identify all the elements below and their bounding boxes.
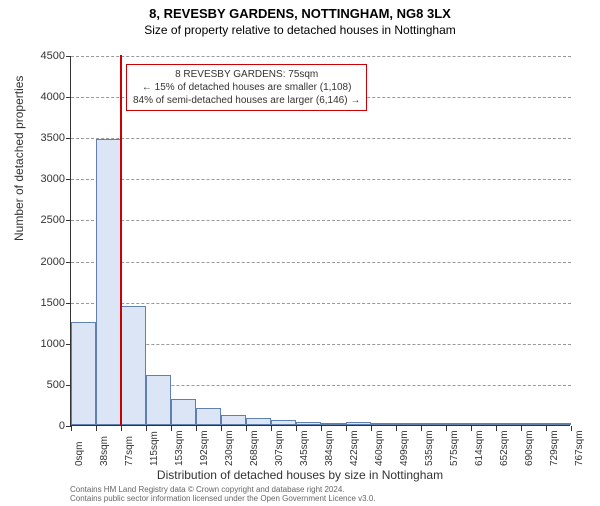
- histogram-bar: [96, 139, 121, 425]
- footer: Contains HM Land Registry data © Crown c…: [70, 486, 376, 504]
- y-tick: [66, 303, 71, 304]
- page-subtitle: Size of property relative to detached ho…: [0, 23, 600, 37]
- histogram-bar: [171, 399, 196, 425]
- y-tick-label: 4500: [25, 50, 65, 62]
- x-tick-label: 535sqm: [424, 430, 435, 466]
- histogram-bar: [346, 422, 371, 425]
- y-axis-label: Number of detached properties: [12, 76, 26, 241]
- x-tick-label: 230sqm: [224, 430, 235, 466]
- x-axis-label: Distribution of detached houses by size …: [0, 468, 600, 482]
- x-tick: [71, 426, 72, 431]
- x-tick: [146, 426, 147, 431]
- x-tick-label: 268sqm: [249, 430, 260, 466]
- histogram-bar: [446, 423, 471, 425]
- histogram-bar: [296, 422, 321, 425]
- y-tick: [66, 262, 71, 263]
- x-tick-label: 115sqm: [149, 431, 160, 466]
- chart: 0500100015002000250030003500400045000sqm…: [70, 56, 570, 426]
- x-tick-label: 307sqm: [274, 430, 285, 466]
- y-tick: [66, 220, 71, 221]
- histogram-bar: [221, 415, 246, 425]
- x-tick-label: 384sqm: [324, 430, 335, 466]
- x-tick: [121, 426, 122, 431]
- annotation-line2: ← 15% of detached houses are smaller (1,…: [133, 81, 360, 94]
- x-tick: [346, 426, 347, 431]
- x-tick-label: 38sqm: [99, 436, 110, 466]
- x-tick-label: 575sqm: [449, 430, 460, 466]
- y-tick-label: 2500: [25, 214, 65, 226]
- x-tick: [371, 426, 372, 431]
- histogram-bar: [396, 423, 421, 425]
- x-tick-label: 77sqm: [124, 436, 135, 466]
- histogram-bar: [421, 423, 446, 425]
- x-tick-label: 767sqm: [574, 430, 585, 466]
- x-tick: [221, 426, 222, 431]
- x-tick: [96, 426, 97, 431]
- gridline: [71, 179, 571, 180]
- gridline: [71, 262, 571, 263]
- x-tick: [546, 426, 547, 431]
- x-tick-label: 0sqm: [74, 442, 85, 466]
- x-tick: [421, 426, 422, 431]
- histogram-bar: [71, 322, 96, 425]
- x-tick: [446, 426, 447, 431]
- y-tick-label: 500: [25, 379, 65, 391]
- histogram-bar: [246, 418, 271, 425]
- x-tick-label: 153sqm: [174, 430, 185, 466]
- plot-area: 0500100015002000250030003500400045000sqm…: [70, 56, 570, 426]
- x-tick-label: 652sqm: [499, 430, 510, 466]
- x-tick: [496, 426, 497, 431]
- x-tick-label: 192sqm: [199, 430, 210, 466]
- x-tick-label: 422sqm: [349, 430, 360, 466]
- x-tick: [271, 426, 272, 431]
- gridline: [71, 138, 571, 139]
- property-marker-line: [120, 55, 122, 425]
- x-tick-label: 729sqm: [549, 430, 560, 466]
- histogram-bar: [121, 306, 146, 425]
- y-tick-label: 2000: [25, 256, 65, 268]
- histogram-bar: [471, 423, 496, 425]
- y-tick-label: 4000: [25, 91, 65, 103]
- annotation-line3: 84% of semi-detached houses are larger (…: [133, 94, 360, 107]
- gridline: [71, 56, 571, 57]
- x-tick-label: 345sqm: [299, 430, 310, 466]
- y-tick: [66, 138, 71, 139]
- x-tick: [396, 426, 397, 431]
- x-tick: [521, 426, 522, 431]
- histogram-bar: [496, 423, 521, 425]
- x-tick: [571, 426, 572, 431]
- y-tick: [66, 56, 71, 57]
- y-tick: [66, 97, 71, 98]
- y-tick-label: 0: [25, 420, 65, 432]
- page-title: 8, REVESBY GARDENS, NOTTINGHAM, NG8 3LX: [0, 6, 600, 21]
- histogram-bar: [196, 408, 221, 425]
- gridline: [71, 220, 571, 221]
- histogram-bar: [271, 420, 296, 425]
- histogram-bar: [546, 423, 571, 425]
- histogram-bar: [146, 375, 171, 425]
- annotation-box: 8 REVESBY GARDENS: 75sqm← 15% of detache…: [126, 64, 367, 111]
- y-tick-label: 1500: [25, 297, 65, 309]
- histogram-bar: [521, 423, 546, 425]
- x-tick: [471, 426, 472, 431]
- histogram-bar: [371, 423, 396, 425]
- x-tick: [171, 426, 172, 431]
- x-tick: [296, 426, 297, 431]
- x-tick-label: 690sqm: [524, 430, 535, 466]
- x-tick: [246, 426, 247, 431]
- gridline: [71, 303, 571, 304]
- histogram-bar: [321, 423, 346, 425]
- annotation-line1: 8 REVESBY GARDENS: 75sqm: [133, 68, 360, 81]
- x-tick: [321, 426, 322, 431]
- x-tick: [196, 426, 197, 431]
- x-tick-label: 499sqm: [399, 430, 410, 466]
- gridline: [71, 344, 571, 345]
- y-tick-label: 3500: [25, 132, 65, 144]
- y-tick-label: 1000: [25, 338, 65, 350]
- x-tick-label: 614sqm: [474, 430, 485, 466]
- y-tick: [66, 179, 71, 180]
- x-tick-label: 460sqm: [374, 430, 385, 466]
- y-tick-label: 3000: [25, 173, 65, 185]
